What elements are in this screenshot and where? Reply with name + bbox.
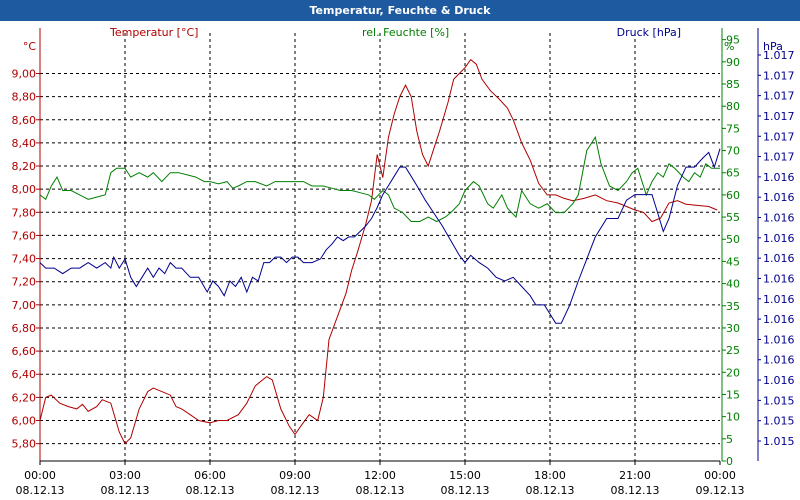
axes — [36, 28, 761, 465]
left-tick-label: 7,20 — [12, 276, 37, 289]
left-tick-label: 8,40 — [12, 137, 37, 150]
x-tick-time: 00:00 — [704, 469, 736, 482]
left-tick-label: 6,20 — [12, 391, 37, 404]
x-tick-time: 09:00 — [279, 469, 311, 482]
humidity-tick-label: 75 — [726, 122, 740, 135]
humidity-line — [39, 135, 720, 223]
chart-title: Temperatur, Feuchte & Druck — [0, 0, 800, 21]
left-tick-label: 8,00 — [12, 183, 37, 196]
humidity-tick-label: 65 — [726, 167, 740, 180]
left-tick-label: 8,80 — [12, 91, 37, 104]
left-tick-label: 6,60 — [12, 345, 37, 358]
x-tick-time: 12:00 — [364, 469, 396, 482]
left-tick-label: 7,00 — [12, 299, 37, 312]
left-tick-label: 7,60 — [12, 229, 37, 242]
pressure-tick-label: 1.016 — [763, 293, 795, 306]
humidity-tick-label: 50 — [726, 233, 740, 246]
legend-entry: rel. Feuchte [%] — [362, 26, 449, 39]
humidity-tick-label: 90 — [726, 56, 740, 69]
x-tick-time: 21:00 — [619, 469, 651, 482]
humidity-tick-label: 80 — [726, 100, 740, 113]
pressure-tick-label: 1.017 — [763, 110, 795, 123]
humidity-tick-label: 55 — [726, 211, 740, 224]
x-tick-time: 06:00 — [194, 469, 226, 482]
x-tick-time: 18:00 — [534, 469, 566, 482]
x-tick-date: 08.12.13 — [441, 484, 490, 497]
humidity-tick-label: 5 — [726, 433, 733, 446]
left-tick-label: 5,80 — [12, 438, 37, 451]
humidity-tick-label: 30 — [726, 322, 740, 335]
left-tick-label: 9,00 — [12, 67, 37, 80]
pressure-tick-label: 1.016 — [763, 354, 795, 367]
humidity-axis-unit: % — [724, 40, 734, 53]
legend-entry: Temperatur [°C] — [109, 26, 198, 39]
pressure-line — [39, 148, 721, 324]
pressure-tick-label: 1.016 — [763, 191, 795, 204]
pressure-tick-label: 1.016 — [763, 313, 795, 326]
legend-entry: Druck [hPa] — [617, 26, 681, 39]
pressure-tick-label: 1.015 — [763, 415, 795, 428]
pressure-tick-label: 1.017 — [763, 151, 795, 164]
x-tick-time: 15:00 — [449, 469, 481, 482]
x-tick-date: 08.12.13 — [101, 484, 150, 497]
pressure-axis-unit: hPa — [763, 40, 783, 53]
left-axis-unit: °C — [23, 40, 37, 53]
x-tick-date: 08.12.13 — [611, 484, 660, 497]
left-tick-label: 8,20 — [12, 160, 37, 173]
humidity-tick-label: 45 — [726, 255, 740, 268]
left-tick-label: 8,60 — [12, 114, 37, 127]
x-tick-time: 00:00 — [24, 469, 56, 482]
left-tick-label: 6,00 — [12, 415, 37, 428]
pressure-tick-label: 1.017 — [763, 49, 795, 62]
humidity-tick-label: 25 — [726, 344, 740, 357]
humidity-tick-label: 40 — [726, 278, 740, 291]
left-tick-label: 6,80 — [12, 322, 37, 335]
pressure-tick-label: 1.017 — [763, 130, 795, 143]
legend: Temperatur [°C] rel. Feuchte [%] Druck [hP… — [109, 26, 681, 39]
humidity-tick-label: 35 — [726, 300, 740, 313]
pressure-tick-label: 1.016 — [763, 212, 795, 225]
grid-lines — [40, 33, 720, 461]
pressure-tick-label: 1.016 — [763, 374, 795, 387]
pressure-tick-label: 1.015 — [763, 435, 795, 448]
left-tick-label: 7,80 — [12, 206, 37, 219]
humidity-tick-label: 60 — [726, 189, 740, 202]
x-tick-date: 08.12.13 — [186, 484, 235, 497]
x-tick-time: 03:00 — [109, 469, 141, 482]
humidity-tick-label: 15 — [726, 388, 740, 401]
temperature-line — [39, 58, 718, 445]
x-tick-date: 08.12.13 — [356, 484, 405, 497]
left-tick-label: 6,40 — [12, 368, 37, 381]
x-tick-date: 08.12.13 — [526, 484, 575, 497]
humidity-tick-label: 85 — [726, 78, 740, 91]
x-tick-date: 08.12.13 — [16, 484, 65, 497]
pressure-tick-label: 1.016 — [763, 171, 795, 184]
x-tick-date: 08.12.13 — [271, 484, 320, 497]
tick-labels: 5,80 6,00 6,20 6,40 6,60 6,80 7,00 7,20 7,40 7,60… — [12, 34, 795, 497]
pressure-tick-label: 1.016 — [763, 272, 795, 285]
pressure-tick-label: 1.017 — [763, 69, 795, 82]
humidity-tick-label: 10 — [726, 411, 740, 424]
pressure-tick-label: 1.015 — [763, 394, 795, 407]
humidity-tick-label: 70 — [726, 145, 740, 158]
pressure-tick-label: 1.016 — [763, 252, 795, 265]
series-lines — [39, 58, 721, 445]
pressure-tick-label: 1.016 — [763, 232, 795, 245]
left-tick-label: 7,40 — [12, 253, 37, 266]
pressure-tick-label: 1.016 — [763, 333, 795, 346]
pressure-tick-label: 1.017 — [763, 90, 795, 103]
x-tick-date: 09.12.13 — [696, 484, 745, 497]
humidity-tick-label: 0 — [726, 455, 733, 468]
humidity-tick-label: 20 — [726, 366, 740, 379]
humidity-tick-label: 95 — [726, 34, 740, 47]
